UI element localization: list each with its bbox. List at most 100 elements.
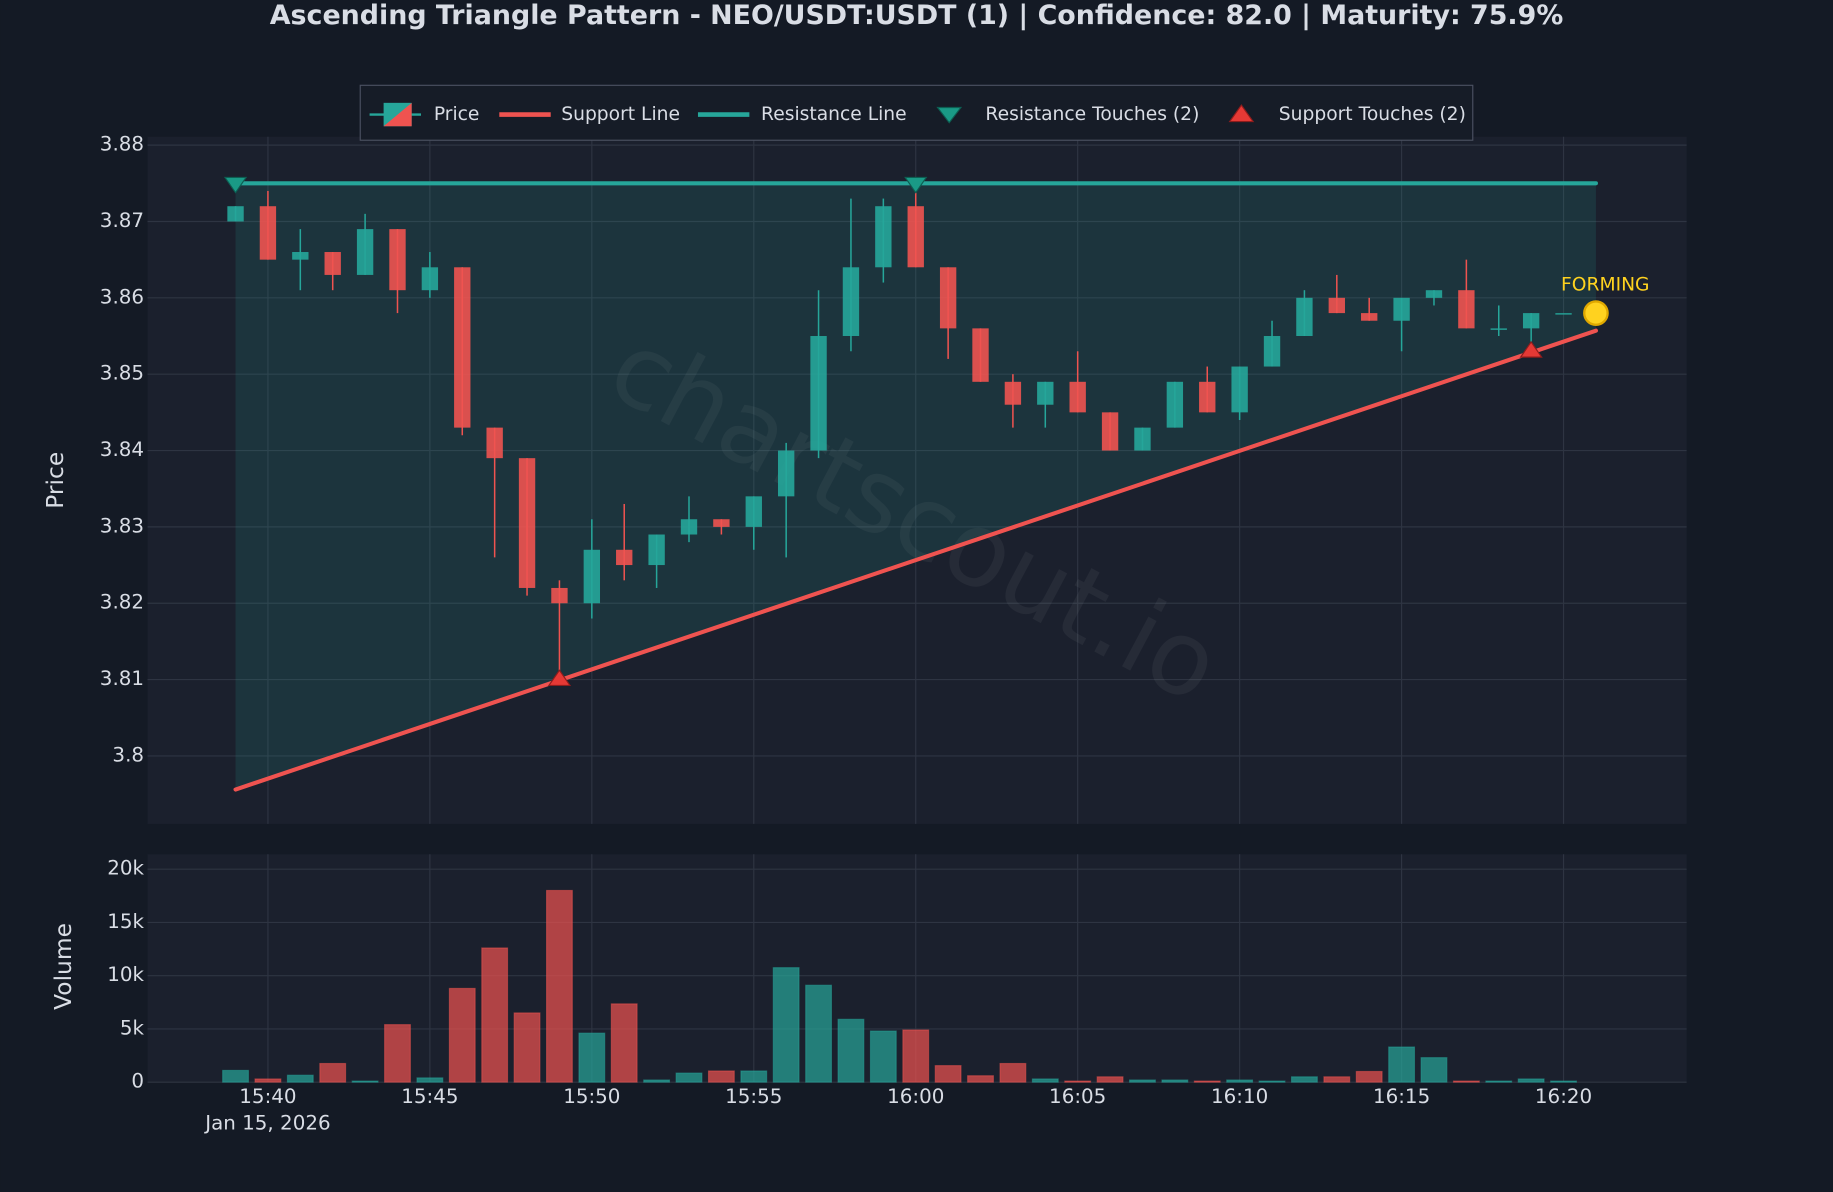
volume-bar	[1355, 1070, 1383, 1083]
candle-body	[1361, 313, 1378, 321]
y-tick-label: 3.86	[100, 285, 144, 308]
candle-body	[389, 229, 406, 291]
volume-bar	[546, 889, 573, 1083]
candle-body	[1490, 328, 1507, 330]
volume-bar	[1517, 1078, 1545, 1083]
candle-body	[324, 252, 341, 275]
volume-bar	[805, 984, 833, 1083]
candle-body	[259, 206, 277, 260]
volume-bar	[1193, 1080, 1221, 1083]
resistance-touch	[904, 176, 928, 194]
volume-bar	[286, 1074, 314, 1083]
candle-body	[1425, 290, 1443, 298]
candle-body	[875, 206, 892, 268]
x-tick-label: 16:15	[1373, 1085, 1430, 1108]
candle-body	[1037, 381, 1054, 405]
grid	[147, 136, 1687, 1083]
x-tick-date: Jan 15, 2026	[203, 1112, 330, 1135]
candle-body	[1555, 313, 1572, 315]
y-tick-label: 0	[131, 1070, 144, 1093]
candle-body	[972, 328, 989, 382]
candle-body	[842, 267, 860, 337]
volume-bar	[1031, 1078, 1059, 1083]
volume-bar	[578, 1032, 606, 1083]
y-tick-label: 3.88	[100, 133, 144, 156]
candle-body	[939, 267, 957, 329]
candle-body	[486, 427, 503, 459]
candle-body	[1231, 366, 1248, 413]
y-axis-label: Volume	[49, 923, 77, 1010]
legend-label: Support Touches (2)	[1279, 104, 1466, 125]
volume-bar	[610, 1003, 638, 1083]
candle-body	[648, 534, 665, 566]
legend-label: Resistance Touches (2)	[985, 104, 1199, 125]
volume-bar	[675, 1072, 703, 1083]
candle-body	[227, 206, 244, 222]
candle-body	[1393, 297, 1410, 321]
plot: 3.8 3.81 3.82 3.83 3.84 3.85 3.86 3.87 3.88 0 5k 10…	[100, 133, 1650, 1135]
chart-title: Ascending Triangle Pattern - NEO/USDT:US…	[270, 0, 1564, 31]
candle-body	[907, 206, 924, 268]
volume-bar	[222, 1069, 249, 1083]
volume-bar	[740, 1070, 768, 1083]
volume-bar	[513, 1012, 541, 1083]
volume-bar	[448, 987, 476, 1083]
y-tick-label: 3.81	[100, 667, 144, 690]
y-axis-label: Price	[41, 452, 69, 509]
volume-bar	[934, 1065, 962, 1083]
x-tick-label: 15:55	[725, 1085, 782, 1108]
volume-bar	[1096, 1076, 1124, 1083]
legend-icon	[936, 106, 963, 124]
support-line	[233, 328, 1598, 792]
volume-bar	[481, 947, 509, 1083]
candle-body	[1263, 336, 1281, 367]
volume-bar	[1420, 1057, 1448, 1083]
legend-label: Support Line	[561, 104, 680, 125]
y-tick-label: 3.83	[100, 514, 144, 537]
candle-body	[1166, 381, 1184, 428]
candle-body	[292, 252, 309, 260]
volume-bar	[869, 1030, 897, 1083]
candle-body	[1328, 297, 1345, 314]
legend-label: Price	[434, 104, 480, 125]
candle-body	[454, 267, 471, 428]
y-tick-label: 3.82	[100, 591, 144, 614]
x-tick-label: 16:00	[887, 1085, 944, 1108]
x-tick-label: 16:10	[1211, 1085, 1268, 1108]
y-tick-label: 5k	[120, 1016, 145, 1039]
y-tick-label: 15k	[107, 910, 144, 933]
candle-body	[680, 519, 698, 535]
x-tick-label: 16:20	[1535, 1085, 1592, 1108]
candle-body	[713, 519, 730, 527]
volume-bar	[1161, 1079, 1189, 1083]
candle-body	[1069, 381, 1086, 413]
candle-body	[1199, 381, 1216, 413]
volume-bar	[1064, 1080, 1092, 1083]
volume-bar	[319, 1062, 347, 1083]
y-tick-label: 20k	[107, 857, 144, 880]
y-tick-label: 3.8	[112, 743, 144, 766]
volume-bar	[1226, 1079, 1254, 1083]
volume-bar	[1388, 1046, 1416, 1083]
legend-icon	[383, 102, 412, 127]
candle-body	[421, 267, 439, 291]
resistance-touch	[223, 176, 248, 194]
volume-bar	[1323, 1076, 1351, 1083]
forming-label: FORMING	[1561, 275, 1650, 296]
x-tick-label: 16:05	[1049, 1085, 1106, 1108]
forming-marker	[1583, 300, 1609, 326]
volume-bar	[1550, 1080, 1577, 1083]
volume-bar	[1129, 1079, 1156, 1083]
legend-label: Resistance Line	[761, 104, 907, 125]
candle-body	[1004, 381, 1022, 405]
volume-bar	[999, 1062, 1027, 1083]
legend-icon	[1228, 104, 1255, 123]
candle-body	[583, 549, 601, 604]
y-tick-label: 3.85	[100, 362, 144, 385]
candle-body	[1134, 427, 1151, 451]
pattern-area	[235, 183, 1596, 790]
candle-body	[356, 229, 374, 275]
y-tick-label: 3.87	[100, 209, 144, 232]
volume-bar	[1290, 1076, 1318, 1083]
